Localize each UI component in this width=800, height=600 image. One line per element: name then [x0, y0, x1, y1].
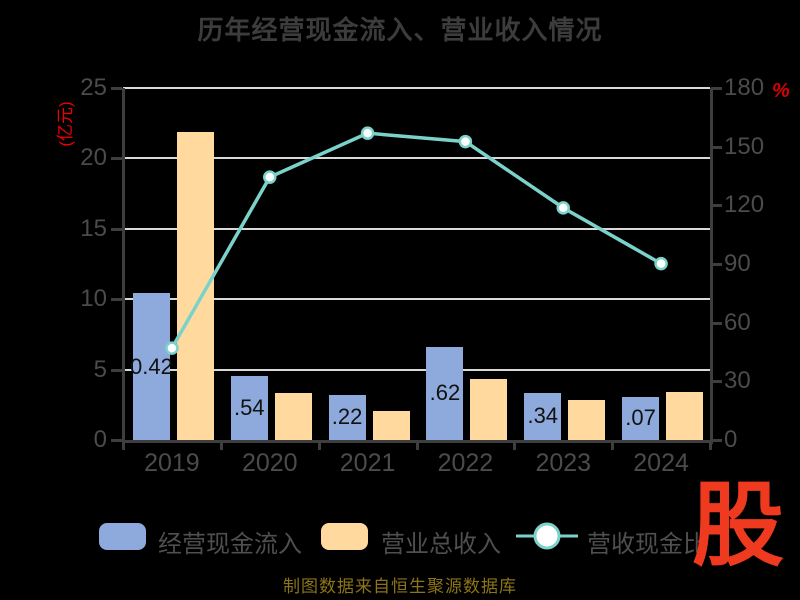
- x-axis-tick: [415, 440, 419, 450]
- left-axis-tick: [111, 298, 122, 302]
- legend-swatch-cash-inflow: [99, 523, 146, 550]
- x-axis-category-label: 2019: [144, 449, 200, 477]
- right-axis-tick-label: 30: [724, 367, 751, 395]
- bar-value-label: .62: [429, 380, 461, 406]
- bar-revenue: [568, 400, 606, 440]
- x-axis-tick: [513, 440, 517, 450]
- right-axis-tick: [711, 87, 722, 90]
- x-axis-category-label: 2023: [535, 449, 592, 477]
- right-axis-tick: [711, 439, 722, 442]
- x-axis-tick: [611, 440, 615, 450]
- right-axis-tick: [711, 321, 722, 325]
- right-axis-unit-label: %: [772, 80, 790, 102]
- legend-label-cash-inflow: 经营现金流入: [158, 531, 302, 558]
- bar-cash-inflow: [328, 394, 366, 440]
- bar-cash-inflow: [622, 396, 660, 440]
- legend-swatch-ratio-line: [516, 522, 578, 550]
- left-axis-tick-label: 15: [80, 214, 107, 242]
- bar-revenue: [372, 410, 410, 440]
- left-axis-tick: [111, 157, 122, 161]
- bar-revenue: [176, 131, 214, 440]
- x-axis-category-label: 2020: [241, 449, 298, 477]
- bar-cash-inflow: [132, 293, 170, 440]
- left-axis-tick: [111, 368, 122, 372]
- right-axis-tick-label: 60: [724, 308, 751, 336]
- x-axis-tick: [219, 440, 223, 450]
- source-note: 制图数据来自恒生聚源数据库: [283, 577, 517, 596]
- chart-title: 历年经营现金流入、营业收入情况: [197, 15, 603, 45]
- bar-value-label: .22: [331, 404, 363, 430]
- x-axis-category-label: 2024: [633, 449, 689, 477]
- bar-cash-inflow: [230, 376, 268, 440]
- bar-revenue: [470, 378, 508, 440]
- right-axis-tick: [711, 380, 722, 384]
- legend-swatch-revenue: [321, 523, 368, 550]
- x-axis-tick: [317, 440, 321, 450]
- left-axis-tick-label: 5: [93, 355, 107, 383]
- bar-value-label: 0.42: [129, 353, 173, 379]
- legend-label-ratio: 营收现金比: [587, 531, 707, 558]
- right-axis-tick: [711, 204, 722, 208]
- stock-logo: 股: [692, 475, 785, 577]
- right-axis-tick-label: 180: [724, 74, 765, 101]
- bar-value-label: .54: [233, 395, 265, 421]
- right-axis-tick: [711, 263, 722, 266]
- left-axis-tick-label: 20: [80, 144, 107, 172]
- bar-value-label: .07: [625, 405, 656, 431]
- bar-cash-inflow: [524, 392, 562, 440]
- left-axis-tick: [111, 439, 122, 442]
- gridline: [123, 368, 710, 371]
- right-axis-tick-label: 0: [724, 426, 738, 453]
- bar-revenue: [666, 391, 704, 440]
- right-axis-tick-label: 90: [724, 250, 751, 277]
- gridline: [123, 87, 710, 89]
- left-axis-tick-label: 25: [80, 74, 107, 101]
- right-axis-line: [709, 88, 713, 444]
- left-axis-tick: [111, 227, 122, 231]
- x-axis-category-label: 2021: [339, 449, 396, 477]
- bar-revenue: [274, 392, 312, 440]
- right-axis-tick-label: 150: [724, 132, 765, 160]
- legend: 经营现金流入 营业总收入 营收现金比: [0, 516, 800, 562]
- left-axis-tick: [111, 87, 122, 90]
- left-axis-tick-label: 0: [93, 426, 107, 453]
- left-axis-tick-label: 10: [80, 285, 107, 313]
- bar-value-label: .34: [527, 403, 559, 429]
- left-axis-line: [121, 88, 125, 444]
- x-axis-tick: [122, 440, 125, 450]
- right-axis-tick: [711, 145, 722, 149]
- x-axis-category-label: 2022: [437, 449, 494, 477]
- bar-cash-inflow: [426, 346, 464, 440]
- right-axis-tick-label: 120: [724, 191, 765, 219]
- x-axis-tick: [709, 440, 712, 450]
- legend-label-revenue: 营业总收入: [381, 531, 501, 558]
